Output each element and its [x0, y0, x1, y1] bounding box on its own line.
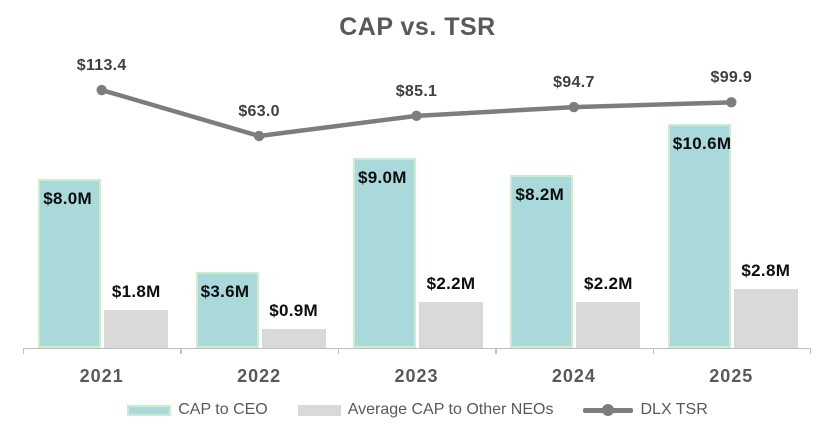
- bar-avg-cap-other-neos-2023: [419, 301, 483, 348]
- legend-label-dlx-tsr: DLX TSR: [640, 401, 708, 418]
- x-axis-label-2024: 2024: [551, 366, 596, 386]
- cap-to-ceo-swatch-icon: [127, 404, 172, 416]
- bar-cap-to-ceo-2022: [195, 272, 259, 348]
- line-label-dlx-tsr-2023: $85.1: [395, 82, 438, 100]
- bar-label-cap-to-ceo-2021: $8.0M: [43, 189, 92, 209]
- bar-label-avg-cap-other-neos-2024: $2.2M: [584, 273, 633, 293]
- x-axis-label-2025: 2025: [709, 366, 754, 386]
- x-axis-label-2023: 2023: [394, 366, 439, 386]
- dlx-tsr-point-2022: [253, 130, 265, 142]
- bar-label-cap-to-ceo-2025: $10.6M: [672, 134, 732, 154]
- bar-label-avg-cap-other-neos-2022: $0.9M: [269, 301, 318, 320]
- x-axis-label-2021: 2021: [79, 366, 124, 386]
- dlx-tsr-point-2023: [411, 110, 422, 122]
- avg-cap-other-neos-swatch-icon: [297, 404, 341, 416]
- legend: CAP to CEO Average CAP to Other NEOs DLX…: [0, 401, 835, 419]
- bar-label-cap-to-ceo-2024: $8.2M: [515, 184, 565, 204]
- legend-item-dlx-tsr: DLX TSR: [583, 401, 708, 419]
- bar-label-avg-cap-other-neos-2023: $2.2M: [426, 273, 476, 293]
- x-axis-line: [23, 348, 810, 350]
- bar-avg-cap-other-neos-2021: [104, 310, 169, 348]
- line-label-dlx-tsr-2025: $99.9: [710, 69, 753, 87]
- line-label-dlx-tsr-2024: $94.7: [553, 74, 595, 92]
- x-axis-tick: [495, 348, 497, 354]
- legend-item-cap-to-ceo: CAP to CEO: [127, 401, 268, 419]
- x-axis-tick: [23, 348, 25, 354]
- dlx-tsr-line-swatch-icon: [583, 404, 634, 416]
- x-axis-tick: [810, 348, 812, 354]
- dlx-tsr-point-2021: [96, 84, 107, 96]
- x-axis-tick: [652, 348, 654, 354]
- bar-avg-cap-other-neos-2025: [733, 288, 798, 348]
- bar-label-avg-cap-other-neos-2025: $2.8M: [741, 260, 791, 280]
- chart-title: CAP vs. TSR: [339, 13, 496, 41]
- line-label-dlx-tsr-2022: $63.0: [238, 103, 280, 120]
- x-axis-label-2022: 2022: [237, 366, 282, 386]
- bar-avg-cap-other-neos-2024: [576, 301, 641, 348]
- bar-cap-to-ceo-2024: [510, 174, 574, 348]
- bar-cap-to-ceo-2025: [667, 124, 731, 348]
- legend-item-avg-cap-other-neos: Average CAP to Other NEOs: [297, 401, 554, 419]
- line-label-dlx-tsr-2021: $113.4: [76, 57, 127, 75]
- bar-label-cap-to-ceo-2022: $3.6M: [200, 282, 250, 302]
- bar-cap-to-ceo-2023: [353, 158, 416, 348]
- bar-label-cap-to-ceo-2023: $9.0M: [358, 168, 407, 188]
- x-axis-tick: [180, 348, 182, 354]
- x-axis-tick: [337, 348, 340, 354]
- legend-label-avg-cap-other-neos: Average CAP to Other NEOs: [347, 401, 554, 418]
- dlx-tsr-point-2025: [726, 97, 737, 108]
- bar-label-avg-cap-other-neos-2021: $1.8M: [111, 282, 161, 302]
- bar-cap-to-ceo-2021: [38, 179, 102, 348]
- dlx-tsr-dot-icon: [602, 404, 615, 416]
- legend-label-cap-to-ceo: CAP to CEO: [178, 401, 268, 418]
- dlx-tsr-point-2024: [568, 101, 580, 113]
- bar-avg-cap-other-neos-2022: [261, 329, 326, 348]
